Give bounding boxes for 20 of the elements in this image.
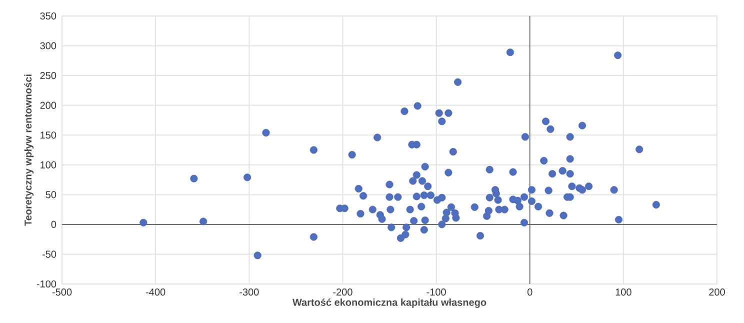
y-tick-label: 100 xyxy=(40,161,56,168)
y-axis-title: Teoretyczny wpływ rentowności xyxy=(24,74,34,226)
x-tick-label: -100 xyxy=(426,288,446,296)
x-tick-label: -200 xyxy=(333,288,352,296)
y-tick-label: 300 xyxy=(40,42,56,50)
x-tick-label: 0 xyxy=(527,288,532,296)
y-tick-label: 150 xyxy=(40,132,56,139)
y-tick-label: 0 xyxy=(51,220,56,228)
y-tick-label: 50 xyxy=(46,191,56,198)
y-tick-label: 200 xyxy=(40,102,56,109)
x-tick-label: 200 xyxy=(709,288,725,296)
x-tick-label: -400 xyxy=(146,288,166,296)
x-tick-label: -300 xyxy=(240,288,259,296)
y-tick-label: 250 xyxy=(40,72,56,80)
y-tick-label: -100 xyxy=(36,280,56,288)
x-tick-label: -500 xyxy=(52,288,72,296)
x-axis-title: Wartość ekonomiczna kapitału własnego xyxy=(292,298,486,308)
y-tick-label: -50 xyxy=(42,250,56,258)
x-tick-label: 100 xyxy=(616,288,632,296)
y-tick-label: 350 xyxy=(40,12,56,20)
